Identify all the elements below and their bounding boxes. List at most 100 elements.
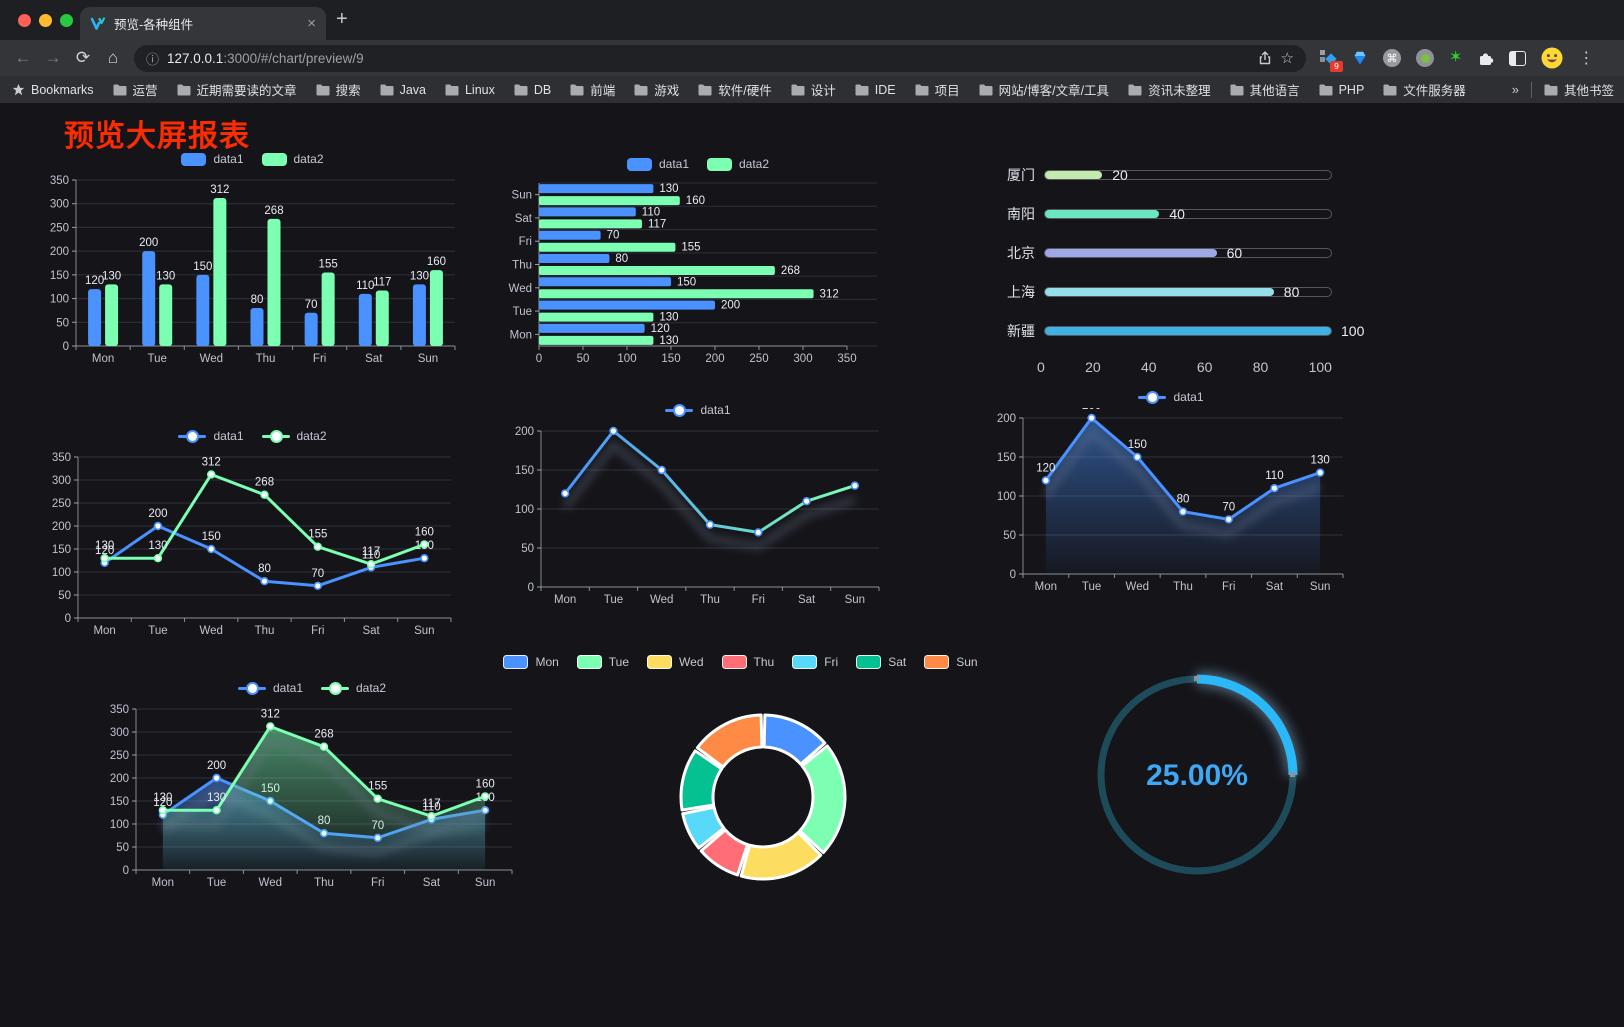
- zoom-window-button[interactable]: [60, 14, 73, 27]
- svg-text:Thu: Thu: [256, 353, 276, 365]
- grouped-bar-chart[interactable]: data1 data2 0 50 100 150 200 250 300 350 Mon Tue Wed…: [40, 148, 465, 368]
- svg-text:300: 300: [110, 727, 129, 739]
- reload-icon[interactable]: ⟳: [75, 48, 91, 67]
- legend-item-data1[interactable]: data1: [178, 429, 244, 443]
- command-extension-icon[interactable]: ⌘: [1383, 49, 1401, 67]
- legend-item-data2[interactable]: data2: [261, 152, 324, 166]
- extensions-row: 9 ⌘ ✶ ⋮: [1320, 47, 1595, 72]
- browser-tab[interactable]: 预览-各种组件 ×: [80, 7, 326, 40]
- grouped-horizontal-bar-chart[interactable]: data1 data2 0 50 100 150 200 250 300 350 Sun Sat Fri…: [503, 153, 893, 368]
- minimize-window-button[interactable]: [39, 14, 52, 27]
- legend-item-Thu[interactable]: Thu: [721, 655, 774, 669]
- bookmarks-overflow-chevron[interactable]: »: [1511, 82, 1519, 97]
- area-line-chart[interactable]: data1 0 50 100 150 200 Mon Tue Wed Thu Fri Sat Sun 12…: [985, 386, 1357, 596]
- svg-text:130: 130: [659, 312, 678, 324]
- legend-item-data1[interactable]: data1: [665, 403, 731, 417]
- other-bookmarks[interactable]: 其他书签: [1544, 80, 1614, 99]
- svg-text:150: 150: [110, 796, 129, 808]
- bookmark-folder[interactable]: 文件服务器: [1383, 80, 1466, 99]
- bookmark-folder[interactable]: 资讯未整理: [1128, 80, 1211, 99]
- bookmark-folder[interactable]: IDE: [855, 80, 896, 99]
- bookmark-folder[interactable]: 游戏: [634, 80, 679, 99]
- tab-title: 预览-各种组件: [114, 18, 194, 32]
- svg-text:268: 268: [314, 729, 333, 741]
- bookmark-folder[interactable]: Java: [380, 80, 426, 99]
- profile-avatar[interactable]: [1541, 47, 1563, 69]
- bookmark-folder[interactable]: PHP: [1319, 80, 1364, 99]
- legend-item-data1[interactable]: data1: [181, 152, 244, 166]
- back-icon[interactable]: ←: [14, 48, 32, 67]
- progress-row-新疆[interactable]: 新疆 100: [993, 320, 1364, 342]
- site-info-icon[interactable]: ⓘ: [146, 51, 160, 67]
- svg-text:50: 50: [116, 842, 129, 854]
- donut-chart[interactable]: Mon Tue Wed Thu Fri Sat Sun: [503, 651, 978, 931]
- gem-extension-icon[interactable]: [1352, 50, 1368, 66]
- legend-item-Tue[interactable]: Tue: [576, 655, 629, 669]
- new-tab-button[interactable]: +: [336, 8, 348, 30]
- bookmark-folder[interactable]: 项目: [915, 80, 960, 99]
- line-chart-canvas[interactable]: 0 50 100 150 200 Mon Tue Wed Thu Fri Sat Sun: [503, 421, 893, 609]
- legend-item-Sat[interactable]: Sat: [856, 655, 906, 669]
- gauge-canvas[interactable]: 25.00%: [1092, 670, 1302, 880]
- tab-close-icon[interactable]: ×: [307, 15, 316, 32]
- bookmark-folder[interactable]: Linux: [445, 80, 495, 99]
- bookmarks-root[interactable]: Bookmarks: [12, 83, 94, 97]
- line-chart-canvas[interactable]: 0 50 100 150 200 250 300 350 Mon Tue Wed Thu Fri Sat S…: [40, 447, 465, 640]
- bookmark-folder[interactable]: 其他语言: [1230, 80, 1300, 99]
- bookmark-star-icon[interactable]: ☆: [1280, 50, 1294, 67]
- bookmark-folder[interactable]: 网站/博客/文章/工具: [979, 80, 1109, 99]
- svg-text:130: 130: [148, 540, 167, 552]
- two-series-line-chart[interactable]: data1 data2 0 50 100 150 200 250 300 350 Mon Tue Wed…: [40, 425, 465, 640]
- legend-item-data1[interactable]: data1: [1138, 390, 1204, 404]
- bookmark-folder[interactable]: 前端: [570, 80, 615, 99]
- gauge-chart[interactable]: 25.00%: [1092, 670, 1302, 880]
- progress-value: 80: [1283, 284, 1300, 300]
- donut-canvas[interactable]: [675, 709, 851, 885]
- gradient-line-chart[interactable]: data1 0 50 100 150 200 Mon Tue Wed Thu Fri Sat Sun: [503, 399, 893, 609]
- legend-item-data1[interactable]: data1: [626, 157, 689, 171]
- legend-item-Mon[interactable]: Mon: [503, 655, 559, 669]
- home-icon[interactable]: ⌂: [107, 48, 119, 67]
- bookmark-folder[interactable]: 软件/硬件: [698, 80, 772, 99]
- progress-row-上海[interactable]: 上海 80: [993, 281, 1358, 303]
- legend-item-data2[interactable]: data2: [261, 429, 327, 443]
- dot-extension-icon[interactable]: [1416, 49, 1434, 67]
- legend-item-data2[interactable]: data2: [707, 157, 769, 171]
- progress-row-南阳[interactable]: 南阳 40: [993, 203, 1358, 225]
- legend-item-data2[interactable]: data2: [321, 681, 386, 695]
- share-icon[interactable]: [1257, 50, 1273, 66]
- line-chart-canvas[interactable]: 0 50 100 150 200 250 300 350 Mon Tue Wed Thu Fri Sat S…: [98, 699, 526, 892]
- bookmark-folder[interactable]: 运营: [113, 80, 158, 99]
- progress-row-北京[interactable]: 北京 60: [993, 242, 1358, 264]
- legend-item-Sun[interactable]: Sun: [924, 655, 978, 669]
- extension-grid-icon[interactable]: 9: [1320, 49, 1343, 72]
- pie-slice-Sun: [695, 713, 764, 769]
- extensions-puzzle-icon[interactable]: [1477, 50, 1494, 67]
- progress-bar-chart[interactable]: 厦门 20 南阳 40 北京 60 上海 80 新疆 100 0 20 40 60 80 100: [993, 158, 1364, 394]
- legend-item-Wed[interactable]: Wed: [647, 655, 704, 669]
- side-panel-icon[interactable]: [1509, 50, 1527, 66]
- legend-item-Fri[interactable]: Fri: [792, 655, 838, 669]
- svg-text:Sat: Sat: [365, 353, 383, 365]
- legend-item-data1[interactable]: data1: [237, 681, 303, 695]
- line-chart-canvas[interactable]: 0 50 100 150 200 Mon Tue Wed Thu Fri Sat Sun 120 200 1…: [985, 400, 1357, 596]
- bookmarks-bar: Bookmarks 运营 近期需要读的文章 搜索 Java Linux DB 前端 游戏 软件/…: [0, 76, 1624, 103]
- close-window-button[interactable]: [18, 14, 31, 27]
- progress-value: 60: [1226, 245, 1243, 261]
- svg-text:100: 100: [617, 353, 636, 365]
- progress-row-厦门[interactable]: 厦门 20: [993, 164, 1358, 186]
- bookmark-folder[interactable]: 近期需要读的文章: [177, 80, 297, 99]
- pie-slice-Mon: [762, 713, 827, 766]
- forward-icon[interactable]: →: [44, 48, 62, 67]
- two-series-area-line-chart[interactable]: data1 data2 0 50 100 150 200 250 300 350 Mon Tue Wed…: [98, 677, 526, 892]
- chart-legend: data1 data2: [40, 425, 465, 447]
- star-extension-icon[interactable]: ✶: [1449, 49, 1463, 66]
- bookmark-folder[interactable]: DB: [514, 80, 551, 99]
- hbar-chart-canvas[interactable]: 0 50 100 150 200 250 300 350 Sun Sat Fri Thu Wed Tue M…: [503, 175, 893, 368]
- bar-chart-canvas[interactable]: 0 50 100 150 200 250 300 350 Mon Tue Wed Thu Fri Sat S…: [40, 170, 465, 368]
- svg-text:200: 200: [50, 246, 69, 258]
- bookmark-folder[interactable]: 搜索: [316, 80, 361, 99]
- bookmark-folder[interactable]: 设计: [791, 80, 836, 99]
- menu-icon[interactable]: ⋮: [1578, 50, 1595, 67]
- address-bar[interactable]: ⓘ 127.0.0.1:3000/#/chart/preview/9 ☆: [134, 44, 1306, 72]
